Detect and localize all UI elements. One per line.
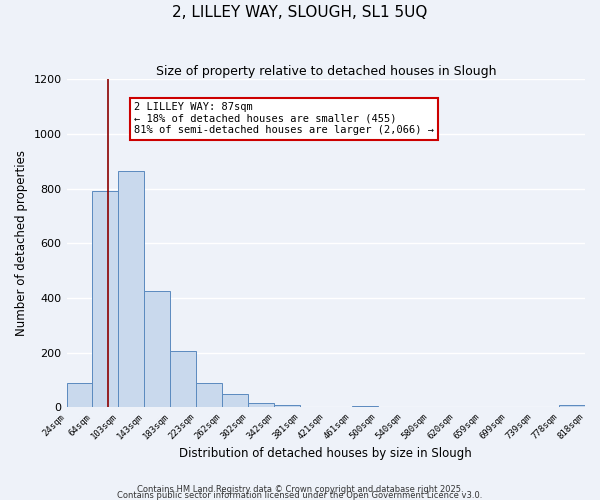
Bar [559, 404, 585, 407]
Bar [274, 404, 300, 407]
X-axis label: Distribution of detached houses by size in Slough: Distribution of detached houses by size … [179, 447, 472, 460]
Text: Contains HM Land Registry data © Crown copyright and database right 2025.: Contains HM Land Registry data © Crown c… [137, 486, 463, 494]
Bar [67, 383, 92, 407]
Y-axis label: Number of detached properties: Number of detached properties [15, 150, 28, 336]
Bar [222, 394, 248, 407]
Bar [170, 352, 196, 408]
Bar [352, 406, 377, 407]
Text: 2 LILLEY WAY: 87sqm
← 18% of detached houses are smaller (455)
81% of semi-detac: 2 LILLEY WAY: 87sqm ← 18% of detached ho… [134, 102, 434, 136]
Text: Contains public sector information licensed under the Open Government Licence v3: Contains public sector information licen… [118, 492, 482, 500]
Bar [118, 171, 145, 408]
Bar [196, 383, 222, 407]
Title: Size of property relative to detached houses in Slough: Size of property relative to detached ho… [155, 65, 496, 78]
Bar [248, 404, 274, 407]
Bar [145, 291, 170, 408]
Text: 2, LILLEY WAY, SLOUGH, SL1 5UQ: 2, LILLEY WAY, SLOUGH, SL1 5UQ [172, 5, 428, 20]
Bar [92, 192, 118, 408]
